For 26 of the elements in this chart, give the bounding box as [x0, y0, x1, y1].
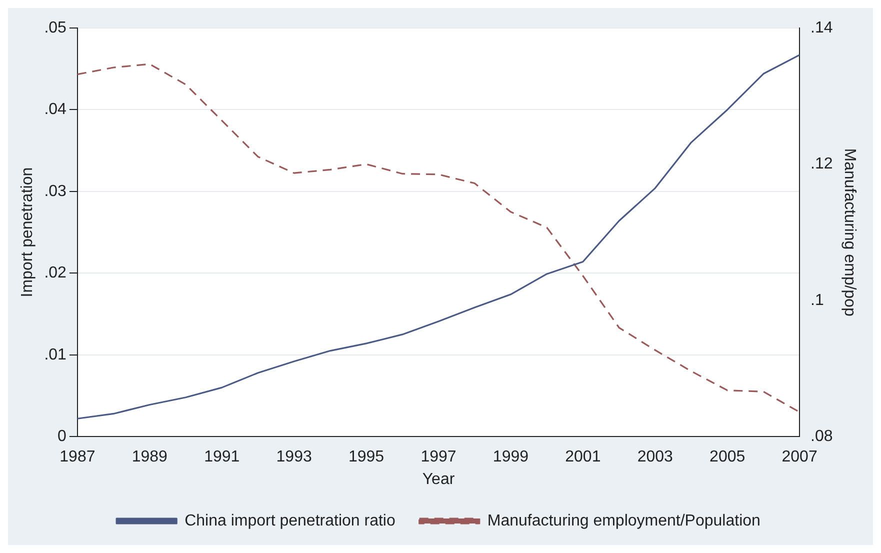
x-tick-label: 1999 [492, 448, 529, 466]
legend-label: China import penetration ratio [184, 512, 396, 530]
x-tick-label: 1991 [204, 448, 240, 466]
x-tick-label: 2003 [637, 448, 674, 466]
x-axis-title: Year [422, 470, 456, 488]
y2-tick-label: .08 [810, 428, 833, 446]
y-axis-title: Import penetration [19, 167, 36, 298]
y-tick-label: .05 [44, 19, 67, 36]
y-tick-label: .04 [44, 101, 67, 118]
y-tick-label: .01 [44, 346, 67, 364]
x-tick-label: 2001 [565, 448, 601, 466]
y-tick-label: .03 [44, 182, 67, 200]
y2-tick-label: .12 [810, 156, 833, 173]
x-tick-label: 1987 [60, 448, 96, 466]
y-tick-label: 0 [58, 428, 67, 446]
legend-label: Manufacturing employment/Population [487, 512, 760, 530]
y-tick-label: .02 [44, 264, 67, 282]
x-tick-label: 1989 [132, 448, 168, 466]
x-tick-label: 1995 [348, 448, 384, 466]
x-tick-label: 2005 [710, 448, 746, 466]
y2-tick-label: .1 [810, 292, 824, 309]
y2-axis-title: Manufacturing emp/pop [840, 148, 858, 316]
x-tick-label: 1993 [276, 448, 312, 466]
x-tick-label: 1997 [420, 448, 456, 466]
x-tick-label: 2007 [782, 448, 818, 466]
y2-tick-label: .14 [810, 19, 833, 36]
